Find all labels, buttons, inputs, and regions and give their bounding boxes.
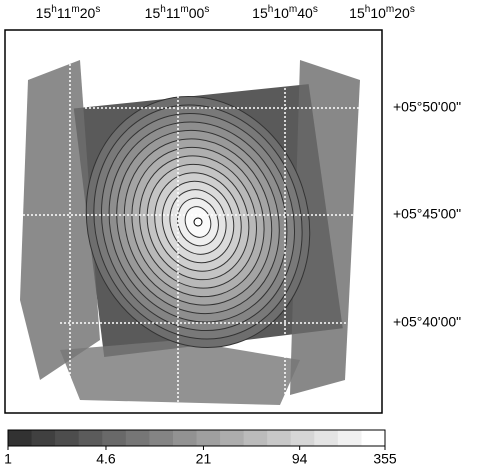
colorbar-frame (7, 429, 386, 447)
outer-emission (60, 340, 300, 405)
colorbar-tick-label: 1 (4, 451, 12, 467)
ra-label: 15h11m00s (145, 4, 210, 21)
colorbar-step (172, 430, 197, 446)
ra-label: 15h11m20s (36, 4, 101, 21)
ra-label: 15h10m40s (252, 4, 318, 21)
colorbar-tick-label: 21 (196, 451, 212, 467)
colorbar-step (267, 430, 292, 446)
colorbar-step (55, 430, 80, 446)
colorbar-step (220, 430, 245, 446)
colorbar-step (102, 430, 127, 446)
outer-emission (290, 60, 360, 395)
colorbar-step (314, 430, 339, 446)
colorbar: 1 4.6 21 94 355 (4, 429, 397, 467)
colorbar-tick-label: 94 (292, 451, 308, 467)
colorbar-step (290, 430, 315, 446)
colorbar-step (243, 430, 268, 446)
ra-label: 15h10m20s (349, 4, 415, 21)
colorbar-step (361, 430, 386, 446)
dec-label: +05°50'00" (393, 99, 461, 115)
colorbar-step (125, 430, 150, 446)
dec-label: +05°45'00" (393, 206, 461, 222)
colorbar-step (31, 430, 56, 446)
core (193, 217, 203, 227)
colorbar-step (149, 430, 174, 446)
coordinate-grid (7, 32, 380, 411)
colorbar-step (196, 430, 221, 446)
outer-emission (20, 60, 100, 380)
x-ray-image (20, 60, 360, 405)
colorbar-tick-label: 4.6 (96, 451, 116, 467)
colorbar-step (78, 430, 103, 446)
colorbar-tick-label: 355 (373, 451, 397, 467)
dec-label: +05°40'00" (393, 314, 461, 330)
colorbar-step (8, 430, 33, 446)
colorbar-step (337, 430, 362, 446)
